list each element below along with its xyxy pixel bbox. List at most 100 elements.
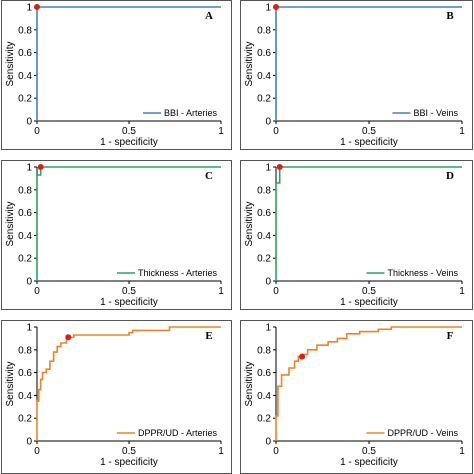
cutoff-point xyxy=(299,353,306,360)
y-tick-label: 1 xyxy=(26,163,32,174)
x-tick-label: 0.5 xyxy=(362,286,376,297)
panel-frame xyxy=(240,320,473,474)
roc-panel-c: 0 0.2 0.4 0.6 0.8 1 0 0.5 1 1 - specificity Sensit… xyxy=(1,160,232,310)
panel-letter: F xyxy=(447,330,454,342)
x-tick-label: 1 xyxy=(218,286,224,297)
x-tick-label: 1 xyxy=(459,286,465,297)
legend-label: BBI - Arteries xyxy=(164,108,218,118)
y-tick-label: 0.8 xyxy=(18,345,32,356)
y-tick-label: 0.4 xyxy=(18,231,32,242)
x-tick-label: 1 xyxy=(218,446,224,457)
y-tick-label: 0.2 xyxy=(257,254,271,265)
y-tick-label: 0.4 xyxy=(257,391,271,402)
y-axis-title: Sensitivity xyxy=(244,201,255,246)
x-axis-title: 1 - specificity xyxy=(100,457,158,468)
x-tick-label: 0 xyxy=(34,286,40,297)
x-tick-label: 0 xyxy=(273,286,279,297)
y-tick-label: 0.6 xyxy=(257,368,271,379)
y-tick-label: 0.6 xyxy=(18,48,32,59)
y-tick-label: 0.2 xyxy=(257,94,271,105)
x-axis-title: 1 - specificity xyxy=(340,297,398,308)
y-tick-label: 0.8 xyxy=(257,345,271,356)
legend-label: Thickness - Veins xyxy=(387,268,458,278)
panel-frame xyxy=(240,0,473,150)
y-tick-label: 0.4 xyxy=(257,71,271,82)
panel-frame xyxy=(1,0,232,150)
y-tick-label: 0 xyxy=(26,437,32,448)
roc-panel-e: 0 0.2 0.4 0.6 0.8 1 0 0.5 1 1 - specificity Sensit… xyxy=(1,320,232,474)
y-tick-label: 1 xyxy=(26,3,32,14)
x-tick-label: 0.5 xyxy=(122,446,136,457)
x-tick-label: 0 xyxy=(34,126,40,137)
y-tick-label: 1 xyxy=(265,323,271,334)
y-tick-label: 0 xyxy=(26,277,32,288)
y-tick-label: 0.2 xyxy=(18,414,32,425)
panel-letter: A xyxy=(205,10,213,22)
y-tick-label: 1 xyxy=(26,323,32,334)
panel-frame xyxy=(240,160,473,310)
panel-letter: D xyxy=(446,170,454,182)
panel-letter: C xyxy=(205,170,213,182)
x-axis-title: 1 - specificity xyxy=(340,457,398,468)
y-axis-title: Sensitivity xyxy=(5,361,16,406)
x-tick-label: 0 xyxy=(273,446,279,457)
cutoff-point xyxy=(34,4,40,10)
roc-panel-b: 0 0.2 0.4 0.6 0.8 1 0 0.5 1 1 - specificity Sensit… xyxy=(240,0,473,150)
y-tick-label: 0.8 xyxy=(18,25,32,36)
legend-label: DPPR/UD - Veins xyxy=(387,428,458,438)
x-tick-label: 0.5 xyxy=(362,446,376,457)
legend-label: DPPR/UD - Arteries xyxy=(138,428,218,438)
x-axis-title: 1 - specificity xyxy=(100,137,158,148)
legend-label: BBI - Veins xyxy=(413,108,458,118)
y-tick-label: 0.4 xyxy=(18,71,32,82)
cutoff-point xyxy=(276,164,283,170)
y-tick-label: 0.2 xyxy=(257,414,271,425)
roc-curve xyxy=(36,166,221,281)
x-tick-label: 0.5 xyxy=(122,286,136,297)
y-tick-label: 1 xyxy=(265,163,271,174)
y-tick-label: 1 xyxy=(265,3,271,14)
x-axis-title: 1 - specificity xyxy=(100,297,158,308)
roc-curve xyxy=(275,166,462,281)
y-tick-label: 0.2 xyxy=(18,254,32,265)
y-tick-label: 0.8 xyxy=(257,185,271,196)
y-tick-label: 0.6 xyxy=(257,48,271,59)
y-tick-label: 0 xyxy=(265,277,271,288)
panel-letter: B xyxy=(446,10,454,22)
y-tick-label: 0.8 xyxy=(18,185,32,196)
x-tick-label: 0 xyxy=(273,126,279,137)
x-axis-title: 1 - specificity xyxy=(340,137,398,148)
y-axis-title: Sensitivity xyxy=(244,41,255,86)
cutoff-point xyxy=(273,4,279,10)
roc-curve xyxy=(36,326,221,441)
x-tick-label: 0 xyxy=(34,446,40,457)
y-tick-label: 0.4 xyxy=(257,231,271,242)
panel-letter: E xyxy=(205,330,212,342)
panel-frame xyxy=(1,160,232,310)
legend-label: Thickness - Arteries xyxy=(138,268,218,278)
y-tick-label: 0.6 xyxy=(18,368,32,379)
y-tick-label: 0.6 xyxy=(257,208,271,219)
y-axis-title: Sensitivity xyxy=(244,361,255,406)
roc-panel-a: 0 0.2 0.4 0.6 0.8 1 0 0.5 1 1 - specificity Sensit… xyxy=(1,0,232,150)
cutoff-point xyxy=(37,164,44,170)
roc-panel-d: 0 0.2 0.4 0.6 0.8 1 0 0.5 1 1 - specificity Sensit… xyxy=(240,160,473,310)
y-tick-label: 0.6 xyxy=(18,208,32,219)
y-tick-label: 0 xyxy=(265,117,271,128)
roc-panel-f: 0 0.2 0.4 0.6 0.8 1 0 0.5 1 1 - specificity Sensit… xyxy=(240,320,473,474)
x-tick-label: 0.5 xyxy=(122,126,136,137)
y-tick-label: 0.4 xyxy=(18,391,32,402)
x-tick-label: 1 xyxy=(218,126,224,137)
x-tick-label: 1 xyxy=(459,126,465,137)
y-tick-label: 0 xyxy=(26,117,32,128)
cutoff-point xyxy=(65,334,72,341)
y-tick-label: 0 xyxy=(265,437,271,448)
panel-frame xyxy=(1,320,232,474)
x-tick-label: 1 xyxy=(459,446,465,457)
y-tick-label: 0.8 xyxy=(257,25,271,36)
y-axis-title: Sensitivity xyxy=(5,41,16,86)
y-axis-title: Sensitivity xyxy=(5,201,16,246)
x-tick-label: 0.5 xyxy=(362,126,376,137)
roc-curve xyxy=(275,326,462,441)
